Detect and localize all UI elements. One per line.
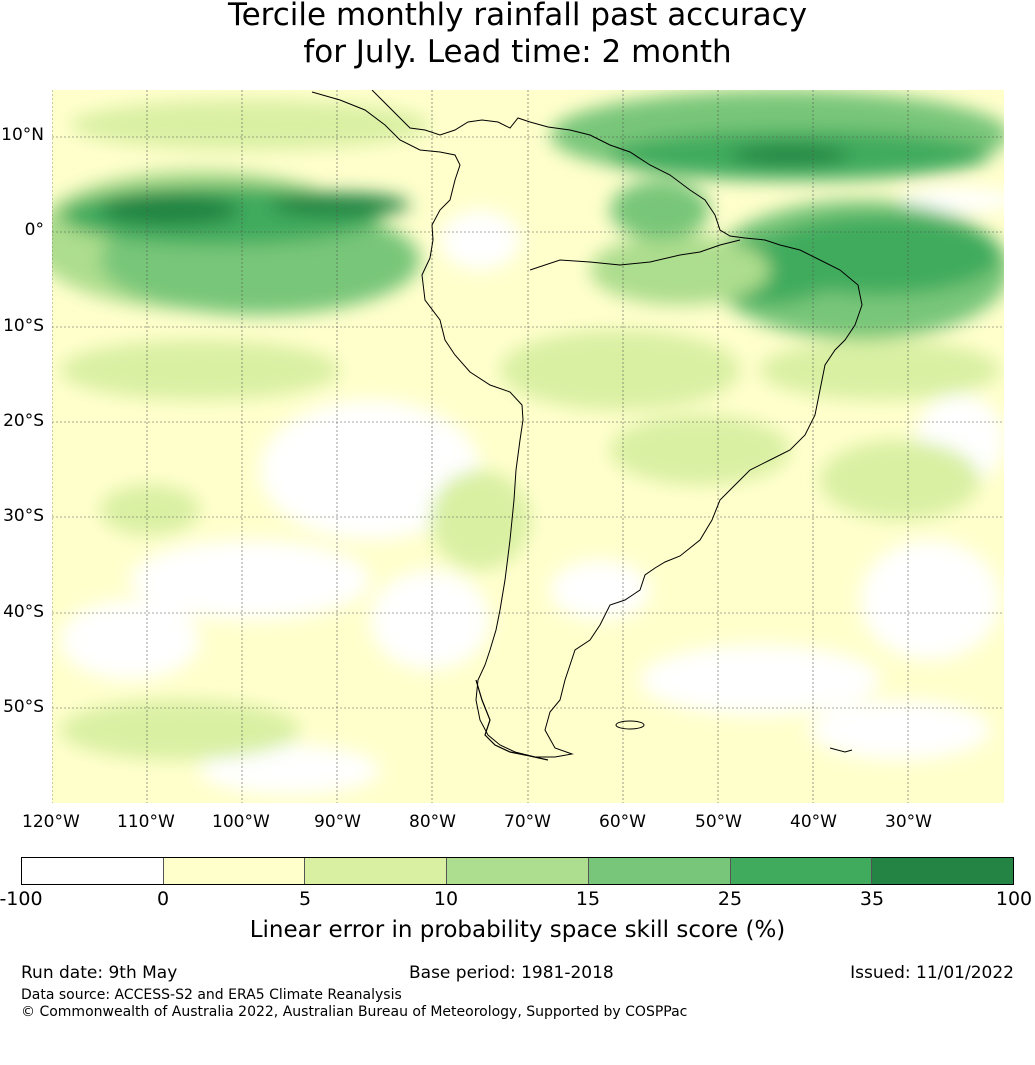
lon-label-40w: 40°W — [790, 812, 837, 832]
patch-light-green — [760, 340, 1000, 400]
patch-light-green — [610, 415, 790, 485]
colorbar-segment-3 — [447, 858, 589, 884]
falkland-islands — [615, 720, 645, 730]
patch-white — [810, 700, 990, 760]
lon-label-70w: 70°W — [504, 812, 551, 832]
colorbar-segment-2 — [305, 858, 448, 884]
colorbar-tick: 0 — [156, 888, 170, 910]
patch-dark-green — [100, 194, 240, 226]
patch-light-green — [100, 485, 200, 535]
lon-label-60w: 60°W — [599, 812, 646, 832]
chart-title-line1: Tercile monthly rainfall past accuracy — [227, 0, 808, 33]
patch-green — [610, 180, 710, 240]
lat-label-40s: 40°S — [3, 602, 44, 622]
colorbar-segment-5 — [730, 858, 873, 884]
colorbar-segment-6 — [872, 858, 1014, 884]
colorbar — [21, 857, 1014, 885]
data-source: Data source: ACCESS-S2 and ERA5 Climate … — [21, 987, 402, 1003]
tierra-del-fuego — [475, 679, 549, 761]
patch-dark-green — [270, 193, 410, 217]
lat-label-0: 0° — [24, 220, 44, 240]
patch-white — [860, 540, 1000, 660]
lat-label-30s: 30°S — [3, 506, 44, 526]
patch-green — [590, 235, 770, 305]
south-georgia — [829, 747, 853, 753]
patch-white — [200, 745, 380, 795]
colorbar-segment-4 — [588, 858, 731, 884]
lat-label-10n: 10°N — [1, 125, 44, 145]
patch-white — [60, 600, 200, 680]
lon-label-50w: 50°W — [695, 812, 742, 832]
run-date: Run date: 9th May — [21, 963, 178, 983]
copyright: © Commonwealth of Australia 2022, Austra… — [21, 1004, 688, 1020]
patch-light-green — [60, 340, 340, 400]
patch-light-green — [60, 700, 300, 760]
lat-label-20s: 20°S — [3, 411, 44, 431]
colorbar-segment-0 — [22, 858, 164, 884]
colorbar-tick: -100 — [0, 888, 43, 910]
colorbar-label: Linear error in probability space skill … — [249, 917, 786, 943]
colorbar-tick: 100 — [995, 888, 1033, 910]
colorbar-tick: 10 — [433, 888, 459, 910]
colorbar-segment-1 — [163, 858, 306, 884]
lon-label-100w: 100°W — [212, 812, 270, 832]
patch-white — [260, 400, 480, 540]
colorbar-tick: 15 — [575, 888, 601, 910]
lon-label-30w: 30°W — [885, 812, 932, 832]
patch-light-green — [70, 100, 430, 150]
patch-dark-green — [730, 145, 850, 165]
patch-white — [130, 540, 370, 620]
patch-white — [370, 570, 490, 670]
lat-label-50s: 50°S — [3, 697, 44, 717]
patch-white — [550, 560, 650, 620]
patch-light-green — [820, 440, 980, 520]
colorbar-tick: 25 — [717, 888, 743, 910]
lon-label-80w: 80°W — [409, 812, 456, 832]
colorbar-tick: 35 — [859, 888, 885, 910]
lon-label-90w: 90°W — [314, 812, 361, 832]
skill-patches — [52, 90, 1004, 795]
lon-label-120w: 120°W — [22, 812, 80, 832]
lon-label-110w: 110°W — [117, 812, 175, 832]
amazon-river — [529, 239, 741, 271]
issued-date: Issued: 11/01/2022 — [850, 963, 1014, 983]
south-america-coastline — [311, 90, 863, 758]
colorbar-tick: 5 — [298, 888, 312, 910]
patch-white — [440, 210, 520, 270]
patch-white — [640, 645, 880, 715]
patch-light-green — [500, 330, 740, 410]
skill-score-map — [52, 90, 1004, 803]
base-period: Base period: 1981-2018 — [409, 963, 614, 983]
lat-label-10s: 10°S — [3, 316, 44, 336]
patch-light-green — [430, 470, 530, 570]
patch-white — [900, 188, 1004, 212]
graticule — [52, 90, 1004, 803]
chart-title-line2: for July. Lead time: 2 month — [303, 34, 732, 70]
skill-field — [52, 90, 1004, 803]
